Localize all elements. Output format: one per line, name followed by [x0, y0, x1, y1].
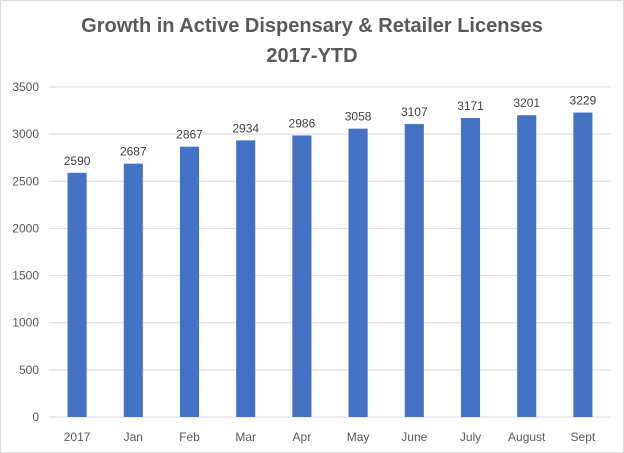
bar — [179, 146, 200, 417]
x-tick-label: August — [508, 430, 546, 444]
labels: 0 500 1000 1500 2000 2500 3000 3500 2590 2017 2687… — [12, 80, 596, 444]
x-tick-label: June — [401, 430, 427, 444]
y-tick-label: 1000 — [12, 316, 39, 330]
bars — [67, 112, 593, 418]
y-tick-label: 3000 — [12, 127, 39, 141]
data-label: 3171 — [457, 99, 484, 113]
x-tick-label: 2017 — [64, 430, 91, 444]
bar — [460, 118, 481, 418]
x-tick-label: May — [347, 430, 370, 444]
data-label: 3107 — [401, 105, 428, 119]
bar — [348, 128, 368, 417]
bar — [517, 115, 537, 417]
bar — [236, 140, 256, 417]
data-label: 2867 — [176, 128, 203, 142]
bar — [573, 112, 593, 418]
data-label: 2986 — [289, 116, 316, 130]
data-label: 3201 — [513, 96, 540, 110]
chart-title-line-2: 2017-YTD — [266, 45, 358, 67]
y-tick-label: 2000 — [12, 221, 39, 235]
x-tick-label: Apr — [293, 430, 312, 444]
x-tick-label: Sept — [571, 430, 596, 444]
y-tick-label: 1500 — [12, 269, 39, 283]
bar — [292, 135, 312, 417]
y-tick-label: 2500 — [12, 174, 39, 188]
bar — [404, 124, 424, 417]
chart-title-line-1: Growth in Active Dispensary & Retailer L… — [81, 15, 543, 37]
y-tick-label: 0 — [32, 410, 39, 424]
chart-title: Growth in Active Dispensary & Retailer L… — [1, 11, 623, 71]
data-label: 3229 — [570, 94, 597, 108]
x-tick-label: Mar — [235, 430, 256, 444]
x-tick-label: July — [460, 430, 481, 444]
x-tick-label: Feb — [179, 430, 200, 444]
bar — [123, 163, 143, 417]
bar — [67, 172, 87, 417]
data-label: 2590 — [64, 154, 91, 168]
y-tick-label: 3500 — [12, 80, 39, 94]
y-tick-label: 500 — [19, 363, 39, 377]
x-tick-label: Jan — [124, 430, 143, 444]
data-label: 2687 — [120, 145, 147, 159]
data-label: 3058 — [345, 110, 372, 124]
data-label: 2934 — [232, 121, 259, 135]
